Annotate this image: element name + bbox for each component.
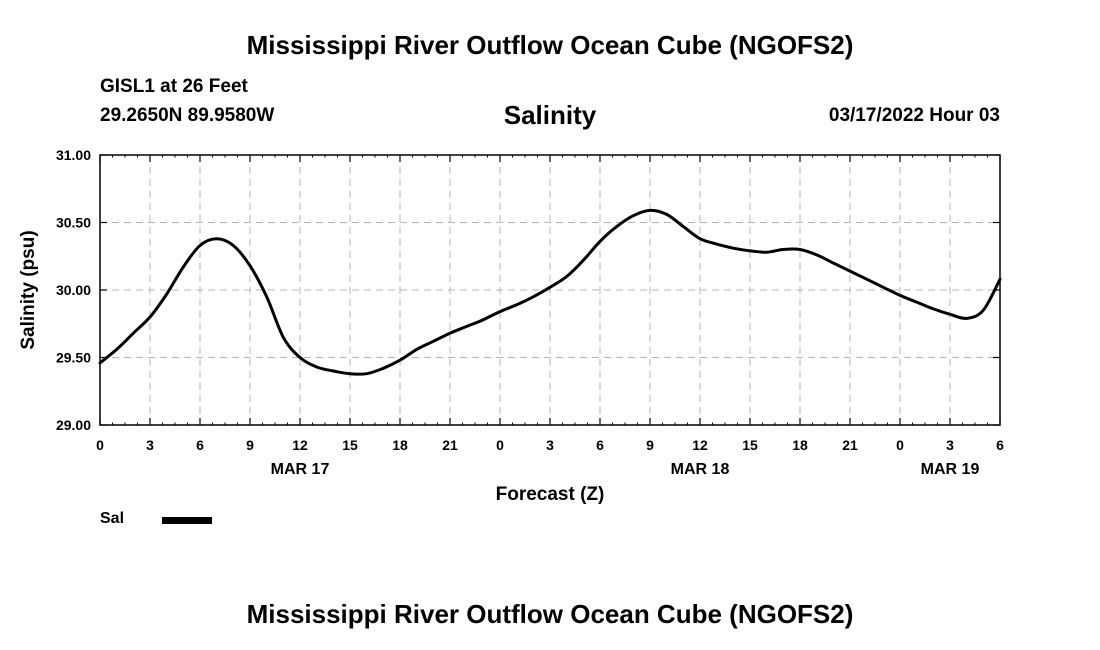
x-tick-label: 18: [392, 437, 408, 453]
y-tick-label: 31.00: [56, 147, 91, 163]
x-tick-label: 9: [246, 437, 254, 453]
plot-frame: [99, 154, 1001, 426]
date-label: MAR 19: [921, 461, 980, 478]
x-tick-label: 6: [196, 437, 204, 453]
x-tick-label: 15: [342, 437, 358, 453]
series-line-sal: [98, 208, 1002, 376]
legend-label: Sal: [100, 510, 125, 527]
x-tick-label: 3: [146, 437, 154, 453]
x-tick-label: 21: [842, 437, 858, 453]
x-tick-label: 21: [442, 437, 458, 453]
grid: [100, 155, 1000, 425]
series-layer: [98, 208, 1002, 376]
x-tick-label: 12: [692, 437, 708, 453]
station-coordinates: 29.2650N 89.9580W: [100, 105, 275, 126]
y-tick-label: 29.50: [56, 350, 91, 366]
forecast-datetime: 03/17/2022 Hour 03: [828, 105, 1000, 126]
station-label: GISL1 at 26 Feet: [100, 76, 248, 97]
chart-title: Salinity: [503, 100, 597, 130]
x-tick-label: 6: [596, 437, 604, 453]
axes: 0 3 6 9 12 15 18 21 0 3 6 9 12 15 18 21 0 3 6 29.00 29.50 30.…: [56, 147, 1004, 478]
y-tick-label: 29.00: [56, 417, 91, 433]
legend-swatch: [162, 517, 212, 524]
x-tick-label: 3: [946, 437, 954, 453]
y-axis-title: Salinity (psu): [18, 230, 39, 349]
x-tick-label: 3: [546, 437, 554, 453]
axis-labels: Forecast (Z) Salinity (psu): [18, 230, 604, 505]
page-title: Mississippi River Outflow Ocean Cube (NG…: [246, 30, 854, 60]
x-tick-label: 6: [996, 437, 1004, 453]
x-tick-label: 18: [792, 437, 808, 453]
date-label: MAR 17: [271, 461, 330, 478]
date-label: MAR 18: [671, 461, 730, 478]
y-tick-label: 30.50: [56, 215, 91, 231]
x-tick-label: 9: [646, 437, 654, 453]
x-tick-label: 15: [742, 437, 758, 453]
y-tick-label: 30.00: [56, 282, 91, 298]
x-tick-label: 0: [896, 437, 904, 453]
footer-title: Mississippi River Outflow Ocean Cube (NG…: [246, 599, 854, 629]
x-axis-title: Forecast (Z): [496, 484, 605, 505]
x-tick-label: 0: [496, 437, 504, 453]
x-tick-label: 0: [96, 437, 104, 453]
x-tick-label: 12: [292, 437, 308, 453]
